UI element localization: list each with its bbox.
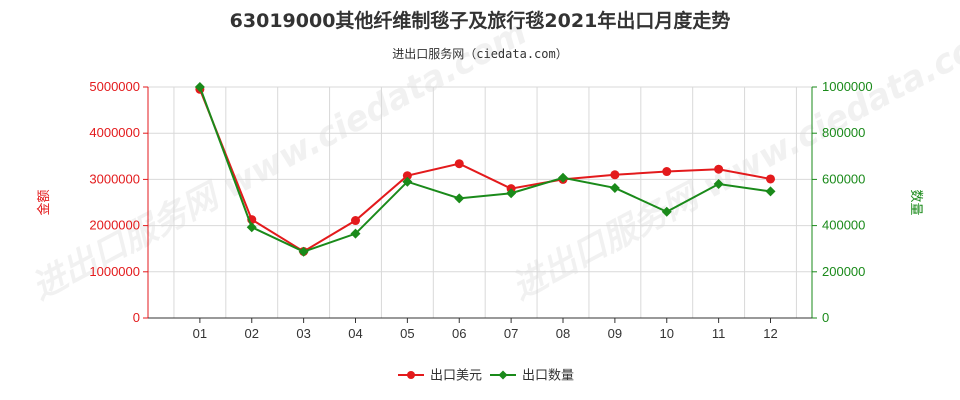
legend-swatch-marker	[498, 370, 508, 380]
y-tick-label-left: 4000000	[89, 125, 140, 140]
data-point-2	[194, 82, 205, 92]
axes	[147, 87, 813, 319]
x-tick-label: 01	[193, 326, 207, 341]
x-tick-label: 05	[400, 326, 414, 341]
y-tick-label-right: 800000	[822, 125, 865, 140]
x-tick-label: 08	[556, 326, 570, 341]
x-tick-label: 07	[504, 326, 518, 341]
x-tick-label: 12	[763, 326, 777, 341]
x-tick-label: 06	[452, 326, 466, 341]
ticks: 0100000020000003000000400000050000000200…	[89, 79, 872, 341]
chart-subtitle: 进出口服务网（ciedata.com）	[392, 46, 567, 61]
x-tick-label: 02	[245, 326, 259, 341]
data-point-1	[766, 174, 775, 184]
y-tick-label-right: 600000	[822, 171, 865, 186]
data-point-1	[402, 171, 412, 181]
y-tick-label-right: 1000000	[822, 79, 873, 94]
data-point-2	[558, 172, 568, 183]
data-point-2	[661, 206, 672, 217]
data-point-2	[350, 228, 361, 239]
data-point-2	[713, 179, 724, 190]
data-point-2	[506, 188, 517, 199]
y-tick-label-right: 200000	[822, 264, 865, 279]
x-tick-label: 03	[296, 326, 310, 341]
data-point-1	[454, 159, 464, 169]
series-line-1	[198, 88, 771, 253]
chart-title: 63019000其他纤维制毯子及旅行毯2021年出口月度走势	[230, 9, 731, 32]
y-axis-right-label: 数量	[908, 189, 923, 215]
x-tick-label: 04	[348, 326, 362, 341]
x-tick-label: 10	[660, 326, 674, 341]
data-point-2	[609, 182, 620, 193]
data-point-2	[402, 176, 413, 187]
y-axis-left-label: 金额	[36, 189, 52, 215]
data-point-1	[662, 167, 672, 177]
y-tick-label-left: 2000000	[89, 218, 140, 233]
data-point-2	[765, 186, 776, 197]
legend-label: 出口美元	[430, 369, 482, 384]
legend-label: 出口数量	[522, 369, 574, 384]
series-line-2	[198, 86, 771, 253]
x-tick-label: 09	[608, 326, 622, 341]
y-tick-label-left: 3000000	[89, 171, 140, 186]
data-point-2	[246, 222, 257, 233]
data-point-1	[714, 164, 724, 174]
y-tick-label-left: 5000000	[89, 79, 140, 94]
data-point-2	[298, 246, 309, 257]
y-tick-label-right: 400000	[822, 218, 865, 233]
data-point-1	[610, 170, 620, 180]
grid	[148, 86, 812, 318]
x-tick-label: 11	[712, 326, 726, 341]
data-point-2	[454, 193, 465, 204]
legend-swatch-marker	[407, 371, 415, 379]
y-tick-label-left: 1000000	[89, 264, 140, 279]
y-tick-label-left: 0	[133, 310, 140, 325]
data-point-1	[351, 216, 360, 226]
watermark: 进出口服务网 www.ciedata.com	[505, 13, 960, 308]
legend[interactable]: 出口美元 出口数量	[398, 369, 574, 384]
series	[194, 82, 776, 257]
y-tick-label-right: 0	[822, 310, 829, 325]
